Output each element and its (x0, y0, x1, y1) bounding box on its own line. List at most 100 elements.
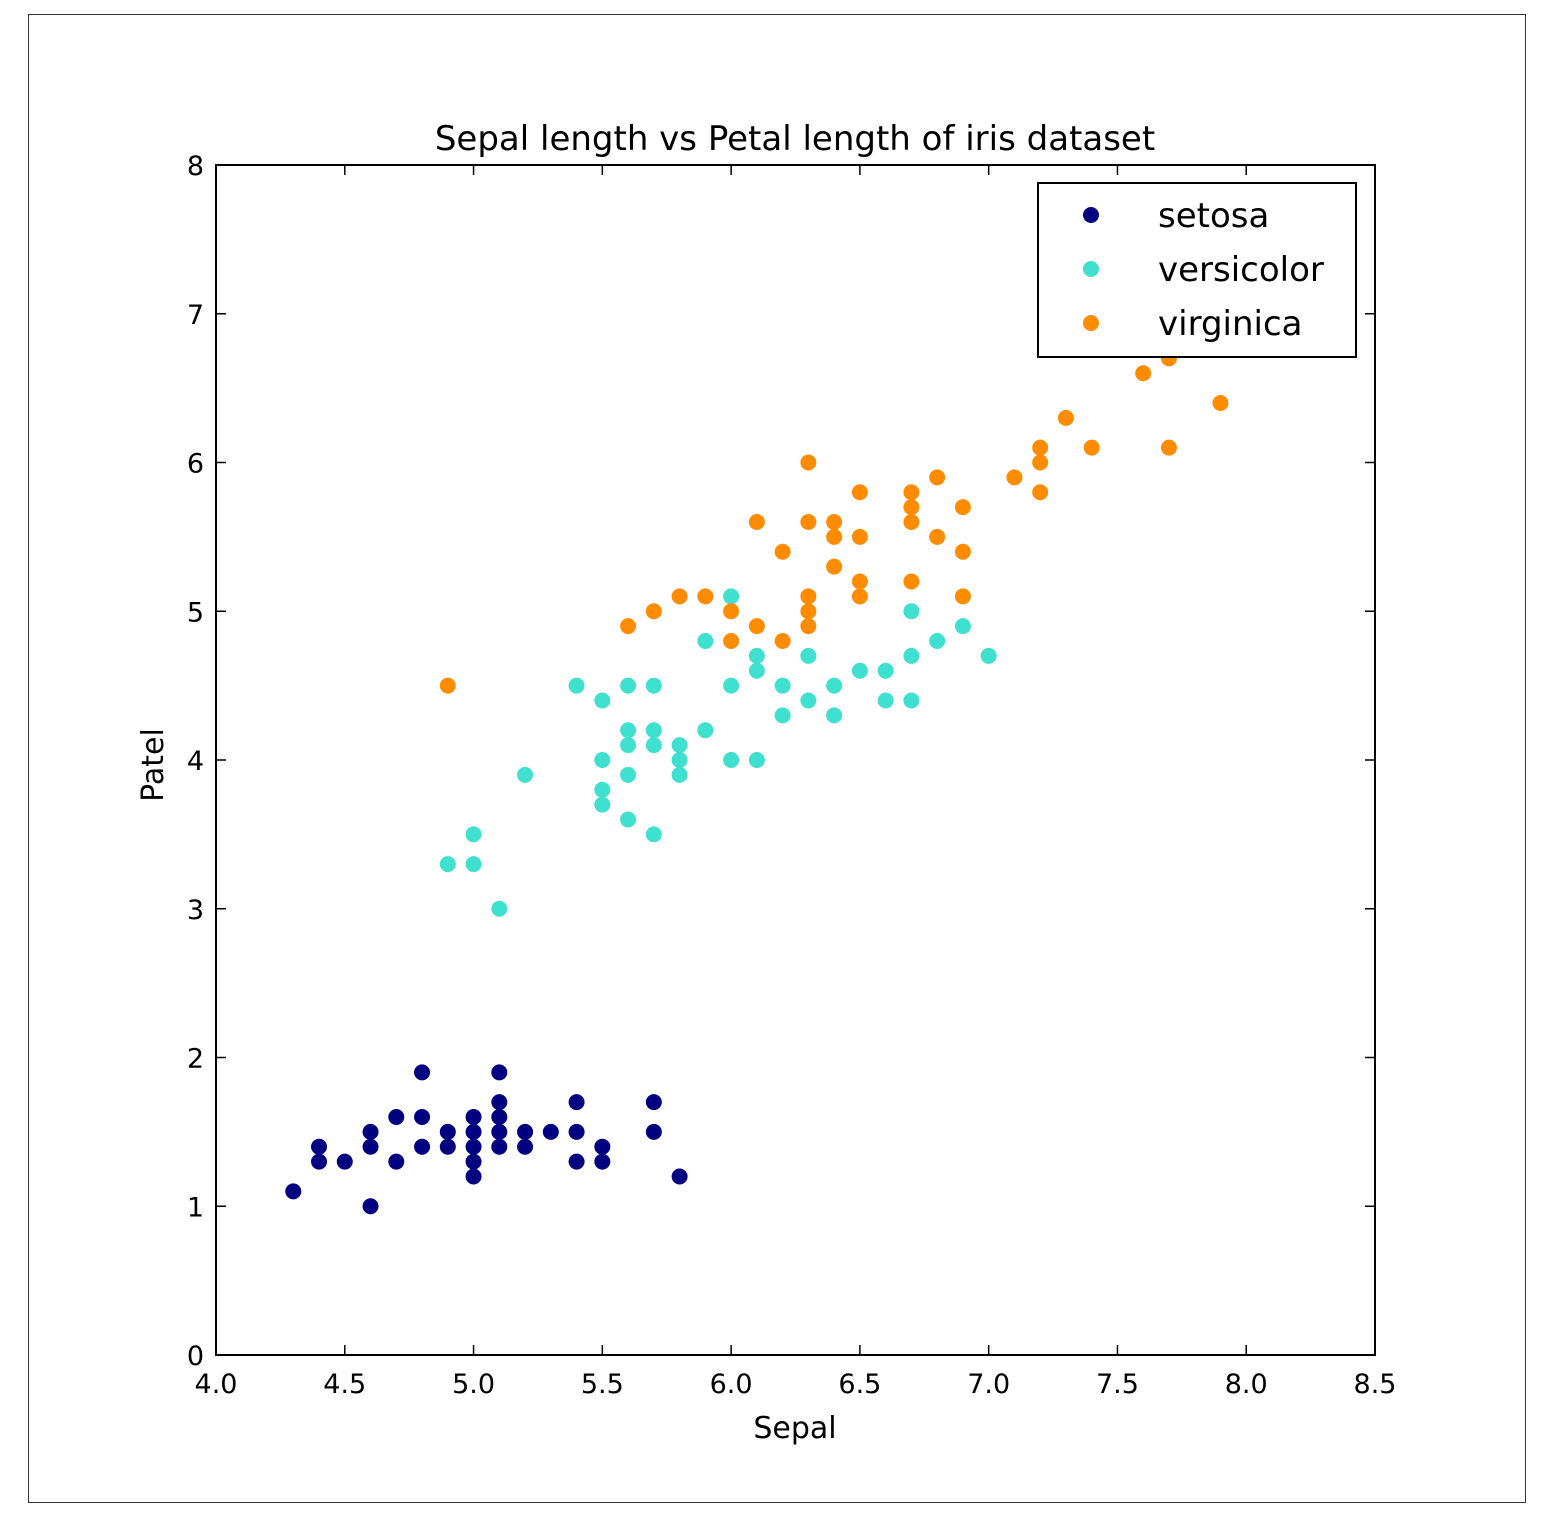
point-virginica (903, 573, 920, 590)
y-tick-label: 6 (187, 449, 204, 480)
point-setosa (491, 1064, 508, 1081)
point-versicolor (645, 722, 662, 739)
point-versicolor (748, 647, 765, 664)
x-tick-label: 5.0 (452, 1369, 495, 1400)
point-versicolor (723, 677, 740, 694)
point-setosa (285, 1183, 302, 1200)
point-virginica (1006, 469, 1023, 486)
point-versicolor (491, 900, 508, 917)
point-setosa (414, 1109, 431, 1125)
point-virginica (954, 588, 971, 605)
point-setosa (517, 1123, 534, 1140)
point-versicolor (826, 677, 843, 694)
point-setosa (465, 1168, 482, 1185)
point-virginica (620, 618, 637, 635)
point-virginica (748, 618, 765, 635)
y-tick-label: 1 (187, 1192, 204, 1223)
point-setosa (517, 1138, 534, 1155)
point-versicolor (851, 662, 868, 679)
point-virginica (826, 528, 843, 545)
point-setosa (594, 1153, 611, 1170)
point-versicolor (594, 752, 611, 768)
y-tick-label: 0 (187, 1341, 204, 1372)
point-versicolor (929, 633, 946, 649)
x-tick-label: 8.0 (1225, 1369, 1268, 1400)
point-virginica (903, 484, 920, 501)
point-versicolor (645, 677, 662, 694)
point-setosa (568, 1123, 585, 1140)
point-versicolor (594, 796, 611, 813)
point-versicolor (465, 826, 482, 843)
x-tick-label: 7.0 (967, 1369, 1010, 1400)
point-virginica (697, 588, 714, 605)
point-virginica (1083, 439, 1100, 456)
point-virginica (851, 484, 868, 501)
point-versicolor (877, 662, 894, 679)
point-setosa (645, 1123, 662, 1140)
point-setosa (542, 1123, 559, 1140)
point-versicolor (671, 752, 688, 768)
point-versicolor (620, 766, 637, 783)
legend: setosa versicolor virginica (1037, 182, 1357, 358)
point-setosa (465, 1109, 482, 1125)
point-setosa (388, 1109, 405, 1125)
point-setosa (491, 1109, 508, 1125)
chart-title: Sepal length vs Petal length of iris dat… (435, 119, 1155, 159)
point-versicolor (671, 737, 688, 754)
point-virginica (851, 528, 868, 545)
point-virginica (1135, 365, 1152, 382)
point-versicolor (439, 856, 456, 873)
legend-label-versicolor: versicolor (1158, 250, 1324, 290)
point-virginica (671, 588, 688, 605)
x-tick-label: 4.0 (195, 1369, 238, 1400)
point-setosa (594, 1138, 611, 1155)
point-versicolor (697, 633, 714, 649)
point-versicolor (903, 692, 920, 709)
point-versicolor (748, 752, 765, 768)
point-setosa (414, 1138, 431, 1155)
point-virginica (929, 469, 946, 486)
point-versicolor (620, 722, 637, 739)
point-virginica (826, 558, 843, 575)
point-setosa (439, 1123, 456, 1140)
point-versicolor (774, 677, 791, 694)
y-tick-label: 4 (187, 746, 204, 777)
point-virginica (929, 528, 946, 545)
point-virginica (1057, 409, 1074, 426)
y-tick-label: 8 (187, 151, 204, 182)
point-versicolor (620, 677, 637, 694)
legend-marker-versicolor (1083, 261, 1099, 277)
point-virginica (774, 543, 791, 560)
point-setosa (465, 1153, 482, 1170)
x-tick-label: 7.5 (1096, 1369, 1139, 1400)
x-tick-label: 6.5 (838, 1369, 881, 1400)
point-versicolor (980, 647, 997, 664)
point-setosa (645, 1094, 662, 1111)
y-tick-label: 2 (187, 1044, 204, 1075)
point-virginica (1160, 439, 1177, 456)
point-versicolor (594, 692, 611, 709)
point-setosa (491, 1094, 508, 1111)
point-virginica (800, 454, 817, 471)
point-versicolor (620, 737, 637, 754)
x-tick-label: 6.0 (710, 1369, 753, 1400)
point-virginica (723, 633, 740, 649)
point-virginica (826, 514, 843, 530)
point-versicolor (645, 826, 662, 843)
x-tick-label: 8.5 (1354, 1369, 1397, 1400)
y-tick-label: 7 (187, 300, 204, 331)
point-setosa (439, 1138, 456, 1155)
point-versicolor (697, 722, 714, 739)
point-virginica (800, 603, 817, 620)
point-versicolor (903, 647, 920, 664)
point-versicolor (800, 647, 817, 664)
point-setosa (311, 1153, 328, 1170)
point-setosa (568, 1153, 585, 1170)
point-setosa (414, 1064, 431, 1081)
point-setosa (465, 1123, 482, 1140)
point-virginica (645, 603, 662, 620)
point-virginica (800, 588, 817, 605)
point-virginica (800, 514, 817, 530)
y-axis-label: Patel (136, 728, 171, 802)
